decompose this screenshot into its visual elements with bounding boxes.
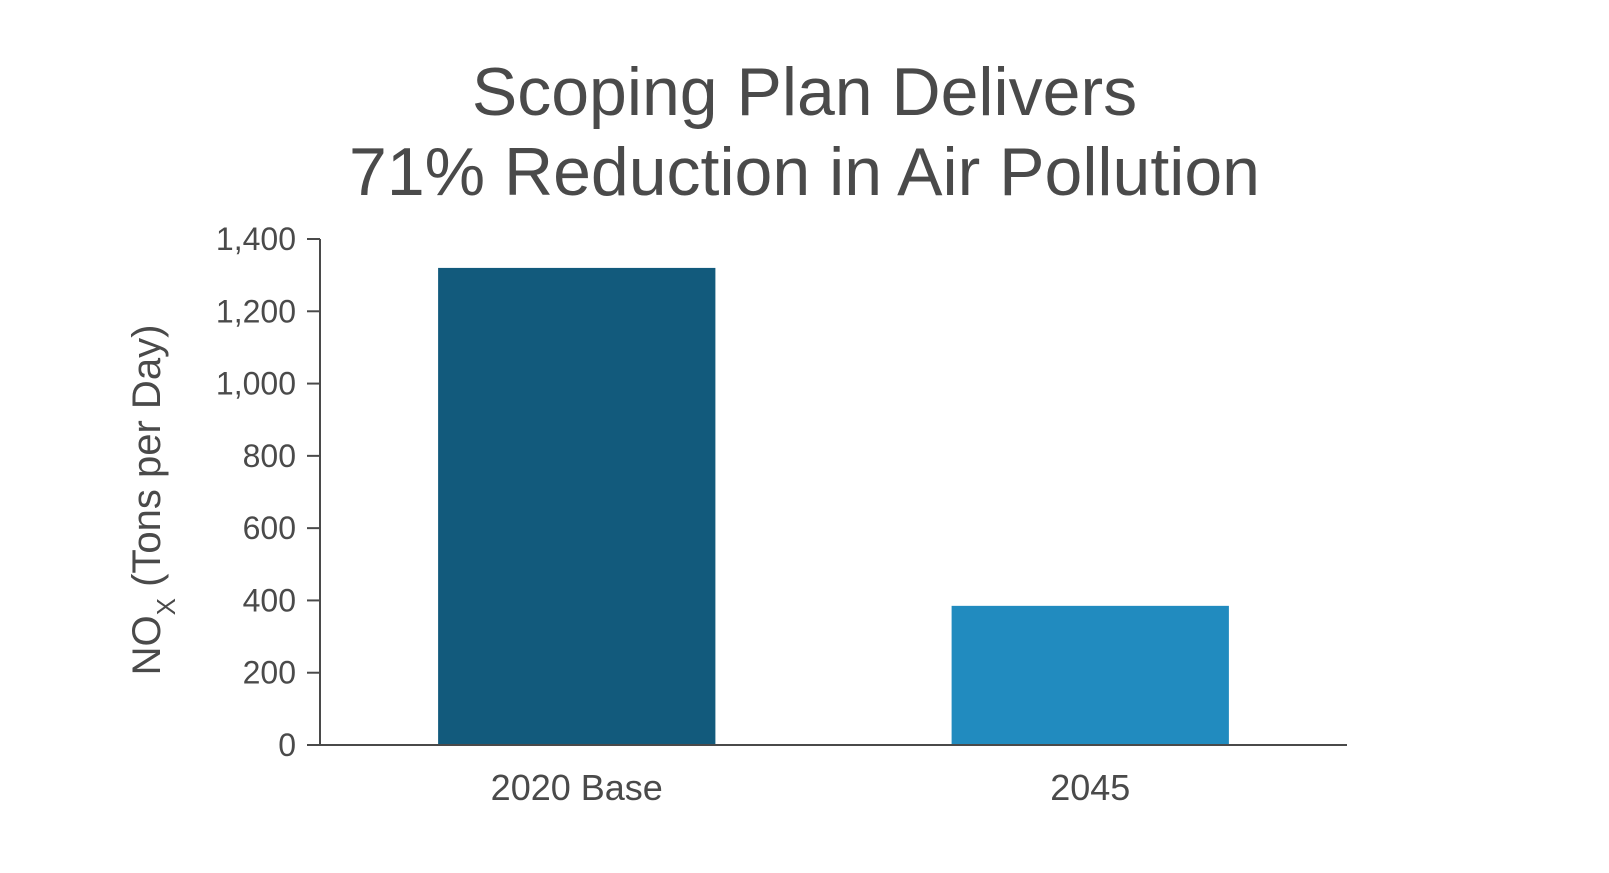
chart-title-line-1: Scoping Plan Delivers [471,54,1138,130]
bars [438,267,1229,745]
bar-1 [951,605,1229,745]
y-axis-label-group: NOX (Tons per Day) [125,325,181,676]
y-axis-label-main: NO [125,615,169,675]
y-ticks: 0 200 400 600 800 1,000 1,200 1,400 [216,221,320,763]
y-tick-label: 800 [243,438,296,474]
bar-0 [438,267,716,745]
x-category-label: 2045 [1050,767,1130,808]
y-axis-label: NOX (Tons per Day) [125,325,181,676]
y-tick-label: 200 [243,655,296,691]
y-tick-label: 600 [243,510,296,546]
y-tick-label: 1,000 [216,366,296,402]
y-tick-label: 400 [243,582,296,618]
y-axis-label-rest: (Tons per Day) [125,325,169,598]
axes [307,239,1347,746]
chart-title: Scoping Plan Delivers 71% Reduction in A… [0,52,1609,212]
y-axis-label-subscript: X [151,598,181,615]
y-tick-label: 1,400 [216,221,296,257]
y-tick-label: 0 [278,727,296,763]
y-tick-label: 1,200 [216,293,296,329]
x-category-label: 2020 Base [491,767,663,808]
chart-title-line-2: 71% Reduction in Air Pollution [349,134,1260,210]
x-labels: 2020 Base 2045 [491,767,1131,808]
